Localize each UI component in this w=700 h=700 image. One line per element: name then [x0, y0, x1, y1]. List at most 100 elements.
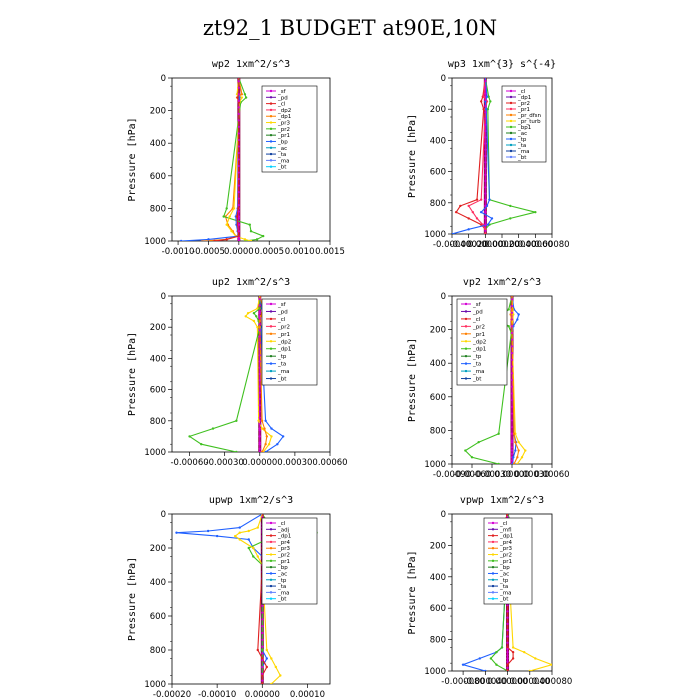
legend-label: _dp1	[499, 534, 513, 540]
series-point	[488, 198, 491, 201]
legend-marker	[509, 155, 513, 159]
zero-marker	[506, 616, 509, 619]
legend-label: _pr1	[277, 133, 290, 139]
series-point	[478, 657, 481, 660]
zero-marker	[261, 604, 264, 607]
series-point	[234, 534, 237, 538]
series-point	[252, 546, 255, 550]
legend-marker	[491, 578, 495, 581]
legend-label: _ta	[499, 584, 508, 590]
series-point	[510, 440, 514, 444]
y-axis-label: Pressure [hPa]	[407, 338, 418, 422]
legend-marker	[509, 137, 513, 141]
x-tick-label: 0.00060	[518, 240, 553, 250]
legend-marker	[491, 584, 495, 588]
zero-marker	[484, 117, 487, 120]
zero-marker	[510, 311, 514, 314]
series-point	[237, 215, 241, 218]
series-point	[255, 315, 258, 318]
series-point	[256, 326, 259, 329]
legend-label: _pr3	[277, 546, 291, 552]
zero-marker	[484, 86, 487, 89]
series-point	[510, 308, 514, 311]
series-point	[264, 443, 267, 446]
series-point	[247, 546, 250, 550]
series-point	[454, 210, 458, 214]
series-point	[263, 427, 266, 430]
legend-marker	[464, 317, 468, 321]
legend-marker	[269, 325, 273, 328]
legend-label: _tp	[499, 578, 509, 584]
series-point	[511, 657, 515, 660]
legend-label: _pr2	[277, 553, 290, 559]
legend-marker	[464, 369, 468, 373]
zero-marker	[506, 622, 509, 626]
legend-label: _dp1	[517, 95, 531, 101]
zero-marker	[258, 429, 261, 432]
legend-marker	[269, 547, 273, 550]
x-tick-label: -0.00090	[433, 470, 471, 480]
legend-marker	[269, 127, 273, 131]
y-axis-label: Pressure [hPa]	[407, 550, 418, 634]
series-point	[516, 462, 519, 464]
series-point	[270, 682, 273, 684]
y-tick-label: 800	[430, 426, 446, 436]
series-point	[506, 650, 509, 654]
legend-marker	[269, 152, 273, 156]
legend-label: _bt	[277, 597, 287, 603]
legend-marker	[269, 540, 273, 544]
series-point	[487, 95, 490, 98]
series-point	[482, 95, 485, 98]
series-point	[258, 307, 261, 310]
legend-label: _pr2	[277, 324, 290, 330]
zero-marker	[484, 198, 487, 201]
zero-marker	[237, 171, 240, 174]
zero-marker	[258, 316, 261, 319]
series-point	[188, 435, 191, 438]
legend-marker	[491, 565, 495, 569]
zero-marker	[261, 611, 264, 614]
zero-marker	[237, 158, 240, 161]
y-tick-label: 600	[150, 172, 166, 182]
zero-marker	[237, 151, 240, 155]
zero-marker	[261, 618, 264, 621]
legend-marker	[491, 528, 495, 531]
series-point	[509, 204, 512, 208]
zero-marker	[258, 391, 261, 394]
series-point	[475, 217, 479, 220]
zero-marker	[237, 191, 240, 194]
series-point	[486, 108, 490, 111]
series-point	[228, 215, 231, 218]
zero-marker	[237, 80, 240, 83]
zero-marker	[510, 345, 514, 348]
zero-marker	[506, 516, 509, 519]
zero-marker	[258, 447, 261, 450]
series-point	[237, 239, 241, 241]
zero-marker	[237, 138, 240, 142]
y-tick-label: 200	[150, 323, 166, 333]
zero-marker	[510, 325, 514, 328]
plot-area	[452, 78, 537, 234]
y-tick-label: 1000	[144, 237, 166, 247]
x-tick-label: 0.00080	[534, 240, 569, 250]
legend-marker	[509, 107, 513, 111]
zero-marker	[510, 372, 514, 375]
zero-marker	[237, 119, 240, 122]
series-point	[467, 204, 470, 208]
series-point	[265, 665, 268, 669]
legend: _sf_pd_cl_dp2_dp1_pr3_pr2_pr1_bp_ac_ta_m…	[261, 85, 318, 173]
series-point	[238, 96, 241, 99]
series-point	[512, 462, 516, 464]
legend-marker	[269, 340, 273, 343]
legend-label: _sf	[277, 89, 287, 95]
legend-label: _bp	[499, 565, 510, 571]
y-tick-label: 600	[430, 604, 446, 614]
legend-box	[501, 85, 547, 163]
legend-label: _pd	[472, 309, 483, 315]
series-line	[234, 514, 281, 684]
series-point	[258, 427, 261, 430]
zero-marker	[484, 92, 487, 95]
series-point	[479, 210, 483, 214]
legend-label: _ma	[277, 158, 289, 164]
zero-marker	[258, 354, 261, 357]
